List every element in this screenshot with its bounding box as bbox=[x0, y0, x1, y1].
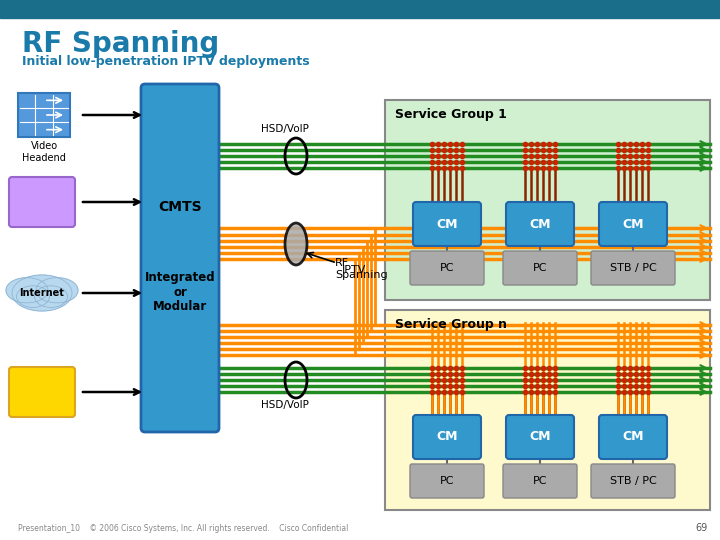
Text: CM: CM bbox=[436, 218, 458, 231]
Text: HSD/VoIP: HSD/VoIP bbox=[261, 400, 309, 410]
Text: Internet: Internet bbox=[19, 288, 64, 298]
Bar bbox=[385, 100, 710, 300]
FancyBboxPatch shape bbox=[413, 202, 481, 246]
Text: PC: PC bbox=[440, 263, 454, 273]
FancyBboxPatch shape bbox=[506, 202, 574, 246]
FancyBboxPatch shape bbox=[18, 93, 70, 137]
FancyBboxPatch shape bbox=[410, 464, 484, 498]
Ellipse shape bbox=[36, 278, 78, 303]
Text: CM: CM bbox=[436, 430, 458, 443]
FancyBboxPatch shape bbox=[591, 251, 675, 285]
Text: CM: CM bbox=[529, 218, 551, 231]
Text: IPTV
System: IPTV System bbox=[20, 191, 63, 213]
Text: CM: CM bbox=[622, 218, 644, 231]
Text: Integrated
or
Modular: Integrated or Modular bbox=[145, 271, 215, 314]
Text: PC: PC bbox=[440, 476, 454, 486]
Text: Service Group 1: Service Group 1 bbox=[395, 108, 507, 121]
Ellipse shape bbox=[6, 278, 48, 303]
Text: Video
Headend: Video Headend bbox=[22, 141, 66, 163]
Text: CM: CM bbox=[622, 430, 644, 443]
FancyBboxPatch shape bbox=[141, 84, 219, 432]
Text: STB / PC: STB / PC bbox=[610, 476, 657, 486]
Text: Initial low-penetration IPTV deployments: Initial low-penetration IPTV deployments bbox=[22, 55, 310, 68]
Text: CMTS: CMTS bbox=[158, 200, 202, 214]
Text: PC: PC bbox=[533, 263, 547, 273]
Ellipse shape bbox=[12, 275, 72, 311]
FancyBboxPatch shape bbox=[503, 464, 577, 498]
Text: PC: PC bbox=[533, 476, 547, 486]
FancyBboxPatch shape bbox=[9, 177, 75, 227]
Ellipse shape bbox=[17, 286, 50, 307]
Text: HSD/VoIP: HSD/VoIP bbox=[261, 124, 309, 134]
Text: IPTV: IPTV bbox=[342, 265, 366, 275]
Text: CM: CM bbox=[529, 430, 551, 443]
Text: RF Spanning: RF Spanning bbox=[22, 30, 220, 58]
Bar bbox=[0, 0, 720, 18]
Bar bbox=[385, 310, 710, 510]
FancyBboxPatch shape bbox=[503, 251, 577, 285]
Text: RF
Spanning: RF Spanning bbox=[335, 258, 387, 280]
Ellipse shape bbox=[285, 223, 307, 265]
Text: 69: 69 bbox=[696, 523, 708, 533]
FancyBboxPatch shape bbox=[413, 415, 481, 459]
Text: Presentation_10    © 2006 Cisco Systems, Inc. All rights reserved.    Cisco Conf: Presentation_10 © 2006 Cisco Systems, In… bbox=[18, 524, 348, 533]
FancyBboxPatch shape bbox=[591, 464, 675, 498]
Text: Service Group n: Service Group n bbox=[395, 318, 507, 331]
FancyBboxPatch shape bbox=[9, 367, 75, 417]
FancyBboxPatch shape bbox=[410, 251, 484, 285]
FancyBboxPatch shape bbox=[599, 415, 667, 459]
FancyBboxPatch shape bbox=[506, 415, 574, 459]
Ellipse shape bbox=[35, 286, 68, 307]
Text: STB / PC: STB / PC bbox=[610, 263, 657, 273]
Text: VoIP
System: VoIP System bbox=[20, 381, 63, 403]
FancyBboxPatch shape bbox=[599, 202, 667, 246]
